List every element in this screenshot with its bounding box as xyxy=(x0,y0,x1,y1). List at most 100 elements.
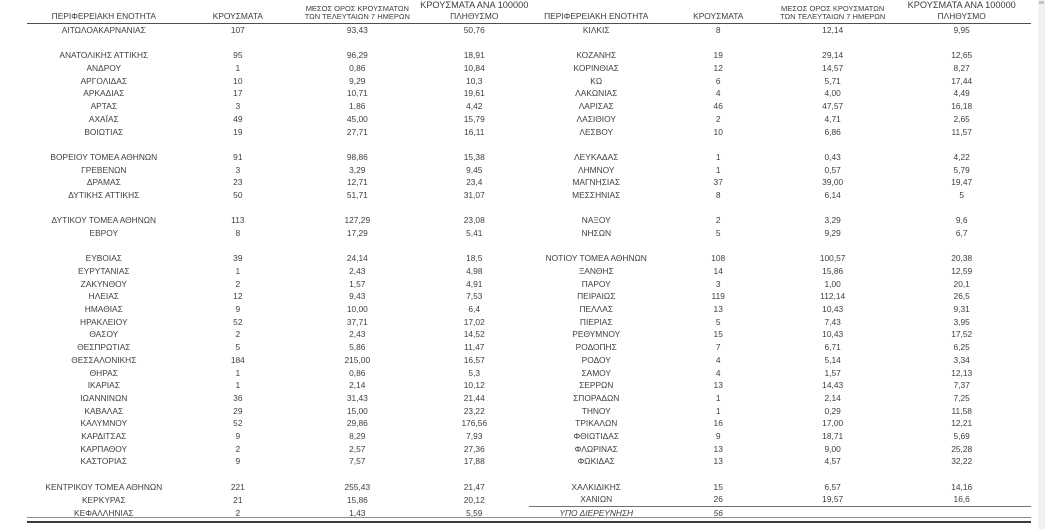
table-row: ΑΡΚΑΔΙΑΣ 17 10,71 19,61 ΛΑΚΩΝΙΑΣ 4 4,00 4,49 xyxy=(27,87,1031,100)
region-cell-right: ΛΑΣΙΘΙΟΥ xyxy=(576,113,616,124)
region-cell-left: ΑΡΓΟΛΙΔΑΣ xyxy=(80,75,128,86)
per100k-cell-left: 4,98 xyxy=(466,266,483,277)
table-row xyxy=(27,468,1031,481)
table-row: ΚΑΛΥΜΝΟΥ 52 29,86 176,56 ΤΡΙΚΑΛΩΝ 16 17,00 12,2… xyxy=(27,417,1031,430)
per100k-cell-left: 11,47 xyxy=(464,342,485,353)
cases-cell-left: 221 xyxy=(230,481,245,492)
avg7-cell-left: 127,29 xyxy=(344,215,371,226)
header-avg7-left: ΜΕΣΟΣ ΟΡΟΣ ΚΡΟΥΣΜΑΤΩΝ ΤΩΝ ΤΕΛΕΥΤΑΙΩΝ 7 Η… xyxy=(295,1,420,25)
region-cell-right: ΧΑΝΙΩΝ xyxy=(580,494,613,505)
avg7-cell-left: 9,43 xyxy=(349,291,366,302)
region-cell-right xyxy=(529,138,664,151)
per100k-cell-right: 20,38 xyxy=(951,253,973,264)
avg7-cell-right: 9,00 xyxy=(824,443,841,454)
avg7-cell-right: 1,57 xyxy=(824,367,841,378)
per100k-cell-right xyxy=(892,240,1031,253)
table-row: ΒΟΡΕΙΟΥ ΤΟΜΕΑ ΑΘΗΝΩΝ 91 98,86 15,38 ΛΕΥΚΑΔΑΣ… xyxy=(27,151,1031,164)
table-row: ΔΡΑΜΑΣ 23 12,71 23,4 ΜΑΓΝΗΣΙΑΣ 37 39,00 19,47 xyxy=(27,176,1031,189)
region-cell-right: ΥΠΟ ΔΙΕΡΕΥΝΗΣΗ xyxy=(528,506,664,520)
header-avg7-right: ΜΕΣΟΣ ΟΡΟΣ ΚΡΟΥΣΜΑΤΩΝ ΤΩΝ ΤΕΛΕΥΤΑΙΩΝ 7 Η… xyxy=(772,1,893,25)
table-row: ΚΕΦΑΛΛΗΝΙΑΣ 2 1,43 5,59 ΥΠΟ ΔΙΕΡΕΥΝΗΣΗ 56 xyxy=(27,506,1031,520)
region-cell-right: ΦΩΚΙΔΑΣ xyxy=(577,456,615,467)
per100k-cell-right xyxy=(892,202,1031,215)
cases-cell-right: 119 xyxy=(711,291,725,302)
avg7-cell-left: 31,43 xyxy=(346,392,368,403)
per100k-cell-right: 5 xyxy=(959,189,965,200)
per100k-cell-left xyxy=(420,37,529,50)
avg7-cell-left xyxy=(295,240,419,253)
avg7-cell-right xyxy=(773,202,892,215)
cases-cell-right: 4 xyxy=(715,354,721,365)
per100k-cell-left: 21,47 xyxy=(463,481,485,492)
table-row: ΑΝΑΤΟΛΙΚΗΣ ΑΤΤΙΚΗΣ 95 96,29 18,91 ΚΟΖΑΝΗΣ 19 2… xyxy=(27,49,1031,62)
cases-cell-right: 6 xyxy=(715,75,721,86)
table-row: ΘΕΣΣΑΛΟΝΙΚΗΣ 184 215,00 16,57 ΡΟΔΟΥ 4 5,14 3,34 xyxy=(27,354,1031,367)
region-cell-left xyxy=(27,37,181,50)
region-cell-right: ΣΑΜΟΥ xyxy=(581,367,612,378)
avg7-cell-right: 7,43 xyxy=(824,316,841,327)
region-cell-right: ΚΩ xyxy=(590,75,603,86)
avg7-cell-right: 29,14 xyxy=(822,50,844,61)
per100k-cell-right: 12,13 xyxy=(951,367,973,378)
region-cell-right: ΡΟΔΟΠΗΣ xyxy=(575,342,617,353)
header-region-right: ΠΕΡΙΦΕΡΕΙΑΚΗ ΕΝΟΤΗΤΑ xyxy=(528,1,664,25)
avg7-cell-right xyxy=(773,240,892,253)
per100k-cell-left: 176,56 xyxy=(461,418,488,429)
per100k-cell-right: 7,37 xyxy=(953,380,970,391)
header-avg7-line2: ΤΩΝ ΤΕΛΕΥΤΑΙΩΝ 7 ΗΜΕΡΩΝ xyxy=(780,11,886,21)
table-row: ΗΜΑΘΙΑΣ 9 10,00 6,4 ΠΕΛΛΑΣ 13 10,43 9,31 xyxy=(27,303,1031,316)
header-per100k-line1: ΚΡΟΥΣΜΑΤΑ ΑΝΑ 100000 xyxy=(907,0,1016,10)
scrollbar-track[interactable] xyxy=(1038,0,1045,529)
cases-cell-right: 10 xyxy=(713,126,723,137)
avg7-cell-left: 2,57 xyxy=(349,443,366,454)
region-cell-right: ΡΕΘΥΜΝΟΥ xyxy=(572,329,621,340)
cases-cell-left: 12 xyxy=(233,291,243,302)
per100k-cell-left: 17,88 xyxy=(463,456,485,467)
region-cell-left: ΑΝΑΤΟΛΙΚΗΣ ΑΤΤΙΚΗΣ xyxy=(59,50,149,61)
region-cell-right: ΚΙΛΚΙΣ xyxy=(582,25,610,36)
per100k-cell-right xyxy=(892,37,1031,50)
avg7-cell-left: 2,43 xyxy=(349,266,366,277)
cases-cell-left: 23 xyxy=(233,177,243,188)
region-cell-right: ΛΕΣΒΟΥ xyxy=(579,126,614,137)
per100k-cell-left: 14,52 xyxy=(463,329,485,340)
per100k-cell-left: 7,93 xyxy=(466,430,483,441)
avg7-cell-left: 93,43 xyxy=(346,25,368,36)
per100k-cell-left: 18,91 xyxy=(463,50,485,61)
cases-cell-left: 39 xyxy=(233,253,243,264)
per100k-cell-right: 20,1 xyxy=(953,278,970,289)
avg7-cell-left: 3,29 xyxy=(349,164,366,175)
cases-cell-right: 15 xyxy=(713,481,723,492)
per100k-cell-right: 9,6 xyxy=(955,215,968,226)
cases-cell-right: 1 xyxy=(715,151,721,162)
cases-cell-right: 4 xyxy=(715,88,721,99)
table-row: ΑΡΓΟΛΙΔΑΣ 10 9,29 10,3 ΚΩ 6 5,71 17,44 xyxy=(27,75,1031,88)
region-cell-right: ΤΡΙΚΑΛΩΝ xyxy=(575,418,618,429)
cases-cell-left: 3 xyxy=(235,164,241,175)
region-cell-left: ΔΥΤΙΚΗΣ ΑΤΤΙΚΗΣ xyxy=(68,189,140,200)
avg7-cell-left: 29,86 xyxy=(346,418,368,429)
avg7-cell-right: 5,71 xyxy=(824,75,841,86)
region-cell-right: ΛΑΡΙΣΑΣ xyxy=(578,101,614,112)
cases-cell-right: 13 xyxy=(713,456,723,467)
avg7-cell-left: 2,14 xyxy=(349,380,366,391)
per100k-cell-right: 6,7 xyxy=(955,227,968,238)
header-per100k-line2: ΠΛΗΘΥΣΜΟ xyxy=(937,10,986,21)
header-region-label: ΠΕΡΙΦΕΡΕΙΑΚΗ ΕΝΟΤΗΤΑ xyxy=(51,10,156,21)
cases-cell-right: 1 xyxy=(715,164,721,175)
cases-cell-left: 50 xyxy=(233,189,243,200)
cases-cell-left: 10 xyxy=(233,75,243,86)
avg7-cell-right: 0,57 xyxy=(824,164,841,175)
table-row: ΑΝΔΡΟΥ 1 0,86 10,84 ΚΟΡΙΝΘΙΑΣ 12 14,57 8,27 xyxy=(27,62,1031,75)
cases-cell-left: 9 xyxy=(235,456,241,467)
avg7-cell-left: 10,71 xyxy=(346,88,368,99)
region-cell-right: ΜΑΓΝΗΣΙΑΣ xyxy=(572,177,620,188)
region-cell-left: ΖΑΚΥΝΘΟΥ xyxy=(80,278,127,289)
per100k-cell-right: 16,18 xyxy=(951,101,973,112)
header-avg7-line1: ΜΕΣΟΣ ΟΡΟΣ ΚΡΟΥΣΜΑΤΩΝ xyxy=(781,3,885,13)
cases-cell-left: 2 xyxy=(235,278,241,289)
avg7-cell-right: 12,14 xyxy=(822,25,844,36)
scrollbar-thumb[interactable] xyxy=(1039,1,1044,4)
cases-cell-right: 2 xyxy=(715,215,721,226)
